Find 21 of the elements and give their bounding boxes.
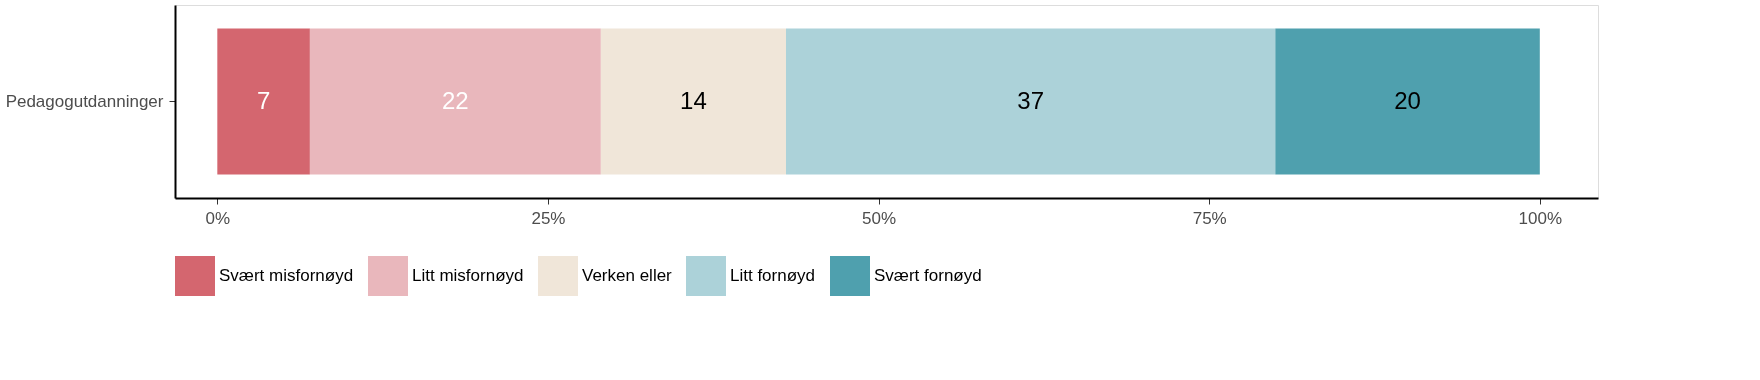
x-tick-label: 0%: [205, 208, 231, 228]
x-tick-label: 75%: [1192, 208, 1227, 228]
x-tick-label: 100%: [1518, 208, 1563, 228]
bar: [217, 28, 310, 175]
bar: [1275, 28, 1540, 175]
bar: [309, 28, 601, 175]
y-tick-label: Pedagogutdanninger: [5, 91, 164, 111]
data-label: 7: [256, 86, 271, 114]
bar: [785, 28, 1276, 175]
data-label: 14: [680, 86, 707, 114]
legend-label: Verken eller: [582, 266, 673, 285]
legend-label: Svært misfornøyd: [219, 266, 354, 285]
legend-label: Litt misfornøyd: [412, 266, 524, 285]
legend-label: Litt fornøyd: [730, 266, 816, 285]
x-tick-label: 50%: [862, 208, 897, 228]
data-label: 20: [1394, 86, 1421, 114]
data-label: 22: [442, 86, 469, 114]
bar: [600, 28, 786, 175]
x-tick-label: 25%: [531, 208, 566, 228]
legend-label: Svært fornøyd: [874, 266, 982, 285]
data-label: 37: [1017, 86, 1044, 114]
